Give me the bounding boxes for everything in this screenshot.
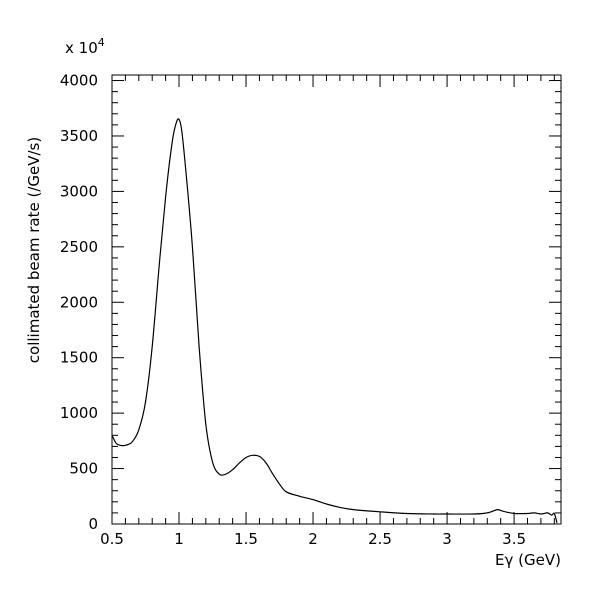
y-tick-label: 3500 [60, 127, 98, 145]
y-tick-label: 2000 [60, 293, 98, 311]
x-tick-label: 2 [308, 530, 318, 548]
x-tick-label: 1 [174, 530, 184, 548]
axis-ticks [111, 75, 561, 525]
y-tick-label: 500 [69, 460, 98, 478]
y-multiplier: x 104 [65, 36, 105, 57]
tick-labels: 0.5 1 1.5 2 2.5 3 3.5 0 500 1000 1500 2000 2500 3000 3… [60, 72, 526, 548]
beam-rate-curve [111, 118, 558, 524]
x-tick-label: 3 [442, 530, 452, 548]
y-tick-label: 1500 [60, 349, 98, 367]
y-tick-label: 0 [88, 515, 98, 533]
y-tick-label: 3000 [60, 182, 98, 200]
y-tick-label: 1000 [60, 404, 98, 422]
x-tick-label: 1.5 [234, 530, 258, 548]
x-tick-label: 3.5 [502, 530, 526, 548]
x-tick-label: 0.5 [100, 530, 124, 548]
y-tick-label: 2500 [60, 238, 98, 256]
y-tick-label: 4000 [60, 72, 98, 90]
x-tick-label: 2.5 [368, 530, 392, 548]
x-axis-label: Eγ (GeV) [495, 551, 561, 569]
y-axis-label: collimated beam rate (/GeV/s) [25, 137, 43, 363]
y-multiplier-exponent: 4 [98, 36, 105, 49]
plot-frame [111, 74, 562, 525]
